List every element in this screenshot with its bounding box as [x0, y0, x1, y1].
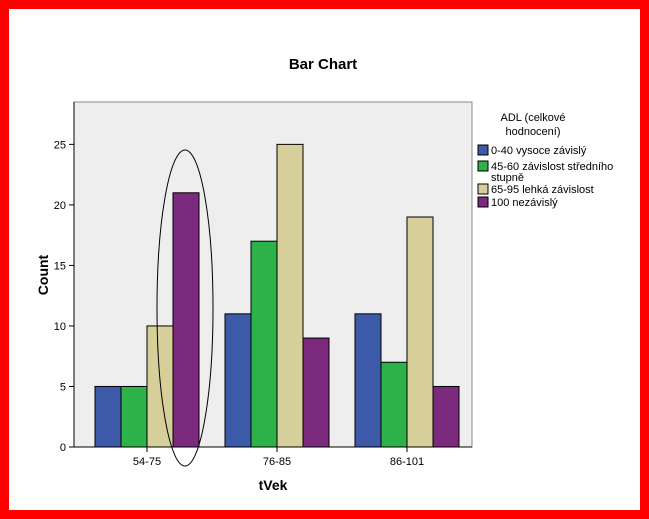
legend-entry-label: 100 nezávislý — [491, 197, 558, 209]
y-axis-title: Count — [35, 254, 51, 295]
bar — [354, 313, 382, 448]
x-tick-label: 76-85 — [263, 456, 291, 468]
y-tick-label: 15 — [54, 260, 66, 272]
bar — [172, 192, 200, 448]
bar — [380, 361, 408, 448]
y-tick-label: 5 — [60, 381, 66, 393]
legend-entry-label: 45-60 závislost středního stupně — [491, 161, 613, 184]
legend-title-line: hodnocení) — [505, 126, 560, 138]
bar — [146, 325, 174, 448]
x-axis: 54-75 76-85 86-101 — [74, 446, 472, 468]
legend-swatch — [477, 183, 489, 195]
legend-entry-label: 65-95 lehká závislost — [491, 184, 594, 196]
y-axis: 0 5 10 15 20 25 — [54, 102, 75, 454]
legend-entry-line: 65-95 lehká závislost — [491, 184, 594, 196]
bar — [432, 385, 460, 448]
legend-entry-line: 100 nezávislý — [491, 197, 558, 209]
legend-swatch — [477, 144, 489, 156]
x-tick-label: 86-101 — [390, 456, 424, 468]
x-axis-title: tVek — [259, 477, 288, 493]
bar — [302, 337, 330, 448]
y-tick-label: 20 — [54, 200, 66, 212]
bar — [94, 385, 122, 448]
legend-entry-label: 0-40 vysoce závislý — [491, 145, 587, 157]
highlight-ellipse — [156, 149, 214, 467]
legend-entry-line: 0-40 vysoce závislý — [491, 145, 587, 157]
bar — [276, 143, 304, 448]
y-tick-label: 0 — [60, 442, 66, 454]
chart-title: Bar Chart — [289, 56, 357, 73]
legend-swatch — [477, 196, 489, 208]
bar — [250, 240, 278, 448]
bar — [224, 313, 252, 448]
y-tick-label: 25 — [54, 139, 66, 151]
legend-title: ADL (celkové hodnocení) — [500, 112, 565, 138]
legend-entry-line: stupně — [491, 172, 524, 184]
legend-swatch — [477, 160, 489, 172]
y-tick-label: 10 — [54, 321, 66, 333]
legend-title-line: ADL (celkové — [500, 112, 565, 124]
x-tick-label: 54-75 — [133, 456, 161, 468]
bar — [406, 216, 434, 448]
legend: ADL (celkové hodnocení) 0-40 vysoce závisl… — [477, 112, 613, 209]
bar — [120, 385, 148, 448]
legend-entry-line: 45-60 závislost středního — [491, 161, 613, 173]
